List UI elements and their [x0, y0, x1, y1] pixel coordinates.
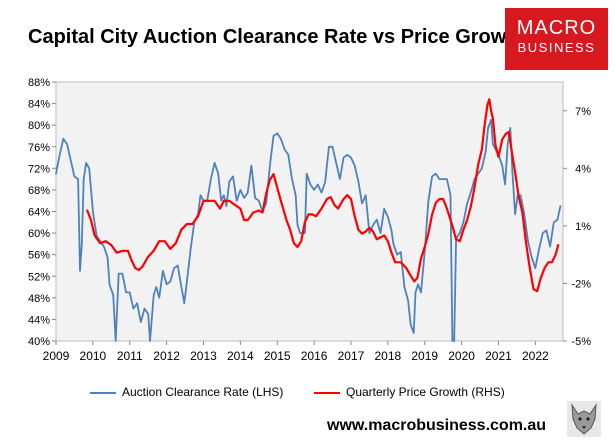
y-left-tick-label: 52%: [28, 271, 50, 283]
y-left-tick-label: 68%: [28, 185, 50, 197]
x-tick-label: 2010: [80, 349, 107, 363]
wolf-logo-icon: [567, 401, 601, 437]
x-tick-label: 2019: [411, 349, 438, 363]
y-left-tick-label: 84%: [28, 99, 50, 111]
logo-line-business: BUSINESS: [517, 40, 596, 55]
x-tick-label: 2014: [227, 349, 254, 363]
legend-swatch-price-growth: [314, 391, 340, 394]
chart-title: Capital City Auction Clearance Rate vs P…: [28, 26, 526, 48]
y-left-tick-label: 80%: [28, 120, 50, 132]
series-line-clearance-rate: [55, 118, 562, 342]
legend-label-clearance: Auction Clearance Rate (LHS): [122, 385, 284, 399]
x-tick-label: 2018: [375, 349, 402, 363]
macrobusiness-logo: MACRO BUSINESS: [505, 8, 608, 70]
y-left-tick-label: 56%: [28, 250, 50, 262]
x-tick-label: 2015: [264, 349, 291, 363]
legend-item-clearance: Auction Clearance Rate (LHS): [90, 385, 283, 399]
y-left-tick-label: 76%: [28, 142, 50, 154]
y-left-tick-label: 72%: [28, 163, 50, 175]
x-tick-label: 2011: [117, 349, 143, 363]
y-left-tick-label: 40%: [28, 336, 50, 348]
y-left-tick-label: 64%: [28, 207, 50, 219]
website-url: www.macrobusiness.com.au: [327, 417, 547, 434]
x-tick-label: 2021: [485, 349, 512, 363]
x-tick-label: 2017: [338, 349, 365, 363]
legend-item-price-growth: Quarterly Price Growth (RHS): [314, 385, 505, 399]
y-right-tick-label: 4%: [575, 163, 591, 175]
series-line-price-growth: [86, 98, 560, 293]
legend-label-price-growth: Quarterly Price Growth (RHS): [346, 385, 505, 399]
logo-line-macro: MACRO: [516, 17, 597, 39]
x-tick-label: 2012: [153, 349, 180, 363]
x-tick-label: 2022: [522, 349, 549, 363]
y-left-tick-label: 88%: [28, 77, 50, 89]
y-left-tick-label: 60%: [28, 228, 50, 240]
y-left-tick-label: 48%: [28, 293, 50, 305]
y-right-tick-label: 1%: [575, 221, 591, 233]
y-right-tick-label: 7%: [575, 106, 591, 118]
y-right-tick-label: -5%: [571, 336, 591, 348]
x-tick-label: 2016: [301, 349, 328, 363]
legend-swatch-clearance: [90, 391, 116, 394]
y-left-tick-label: 44%: [28, 314, 50, 326]
x-tick-label: 2020: [448, 349, 475, 363]
x-tick-label: 2009: [43, 349, 70, 363]
y-right-tick-label: -2%: [571, 278, 591, 290]
x-tick-label: 2013: [190, 349, 217, 363]
